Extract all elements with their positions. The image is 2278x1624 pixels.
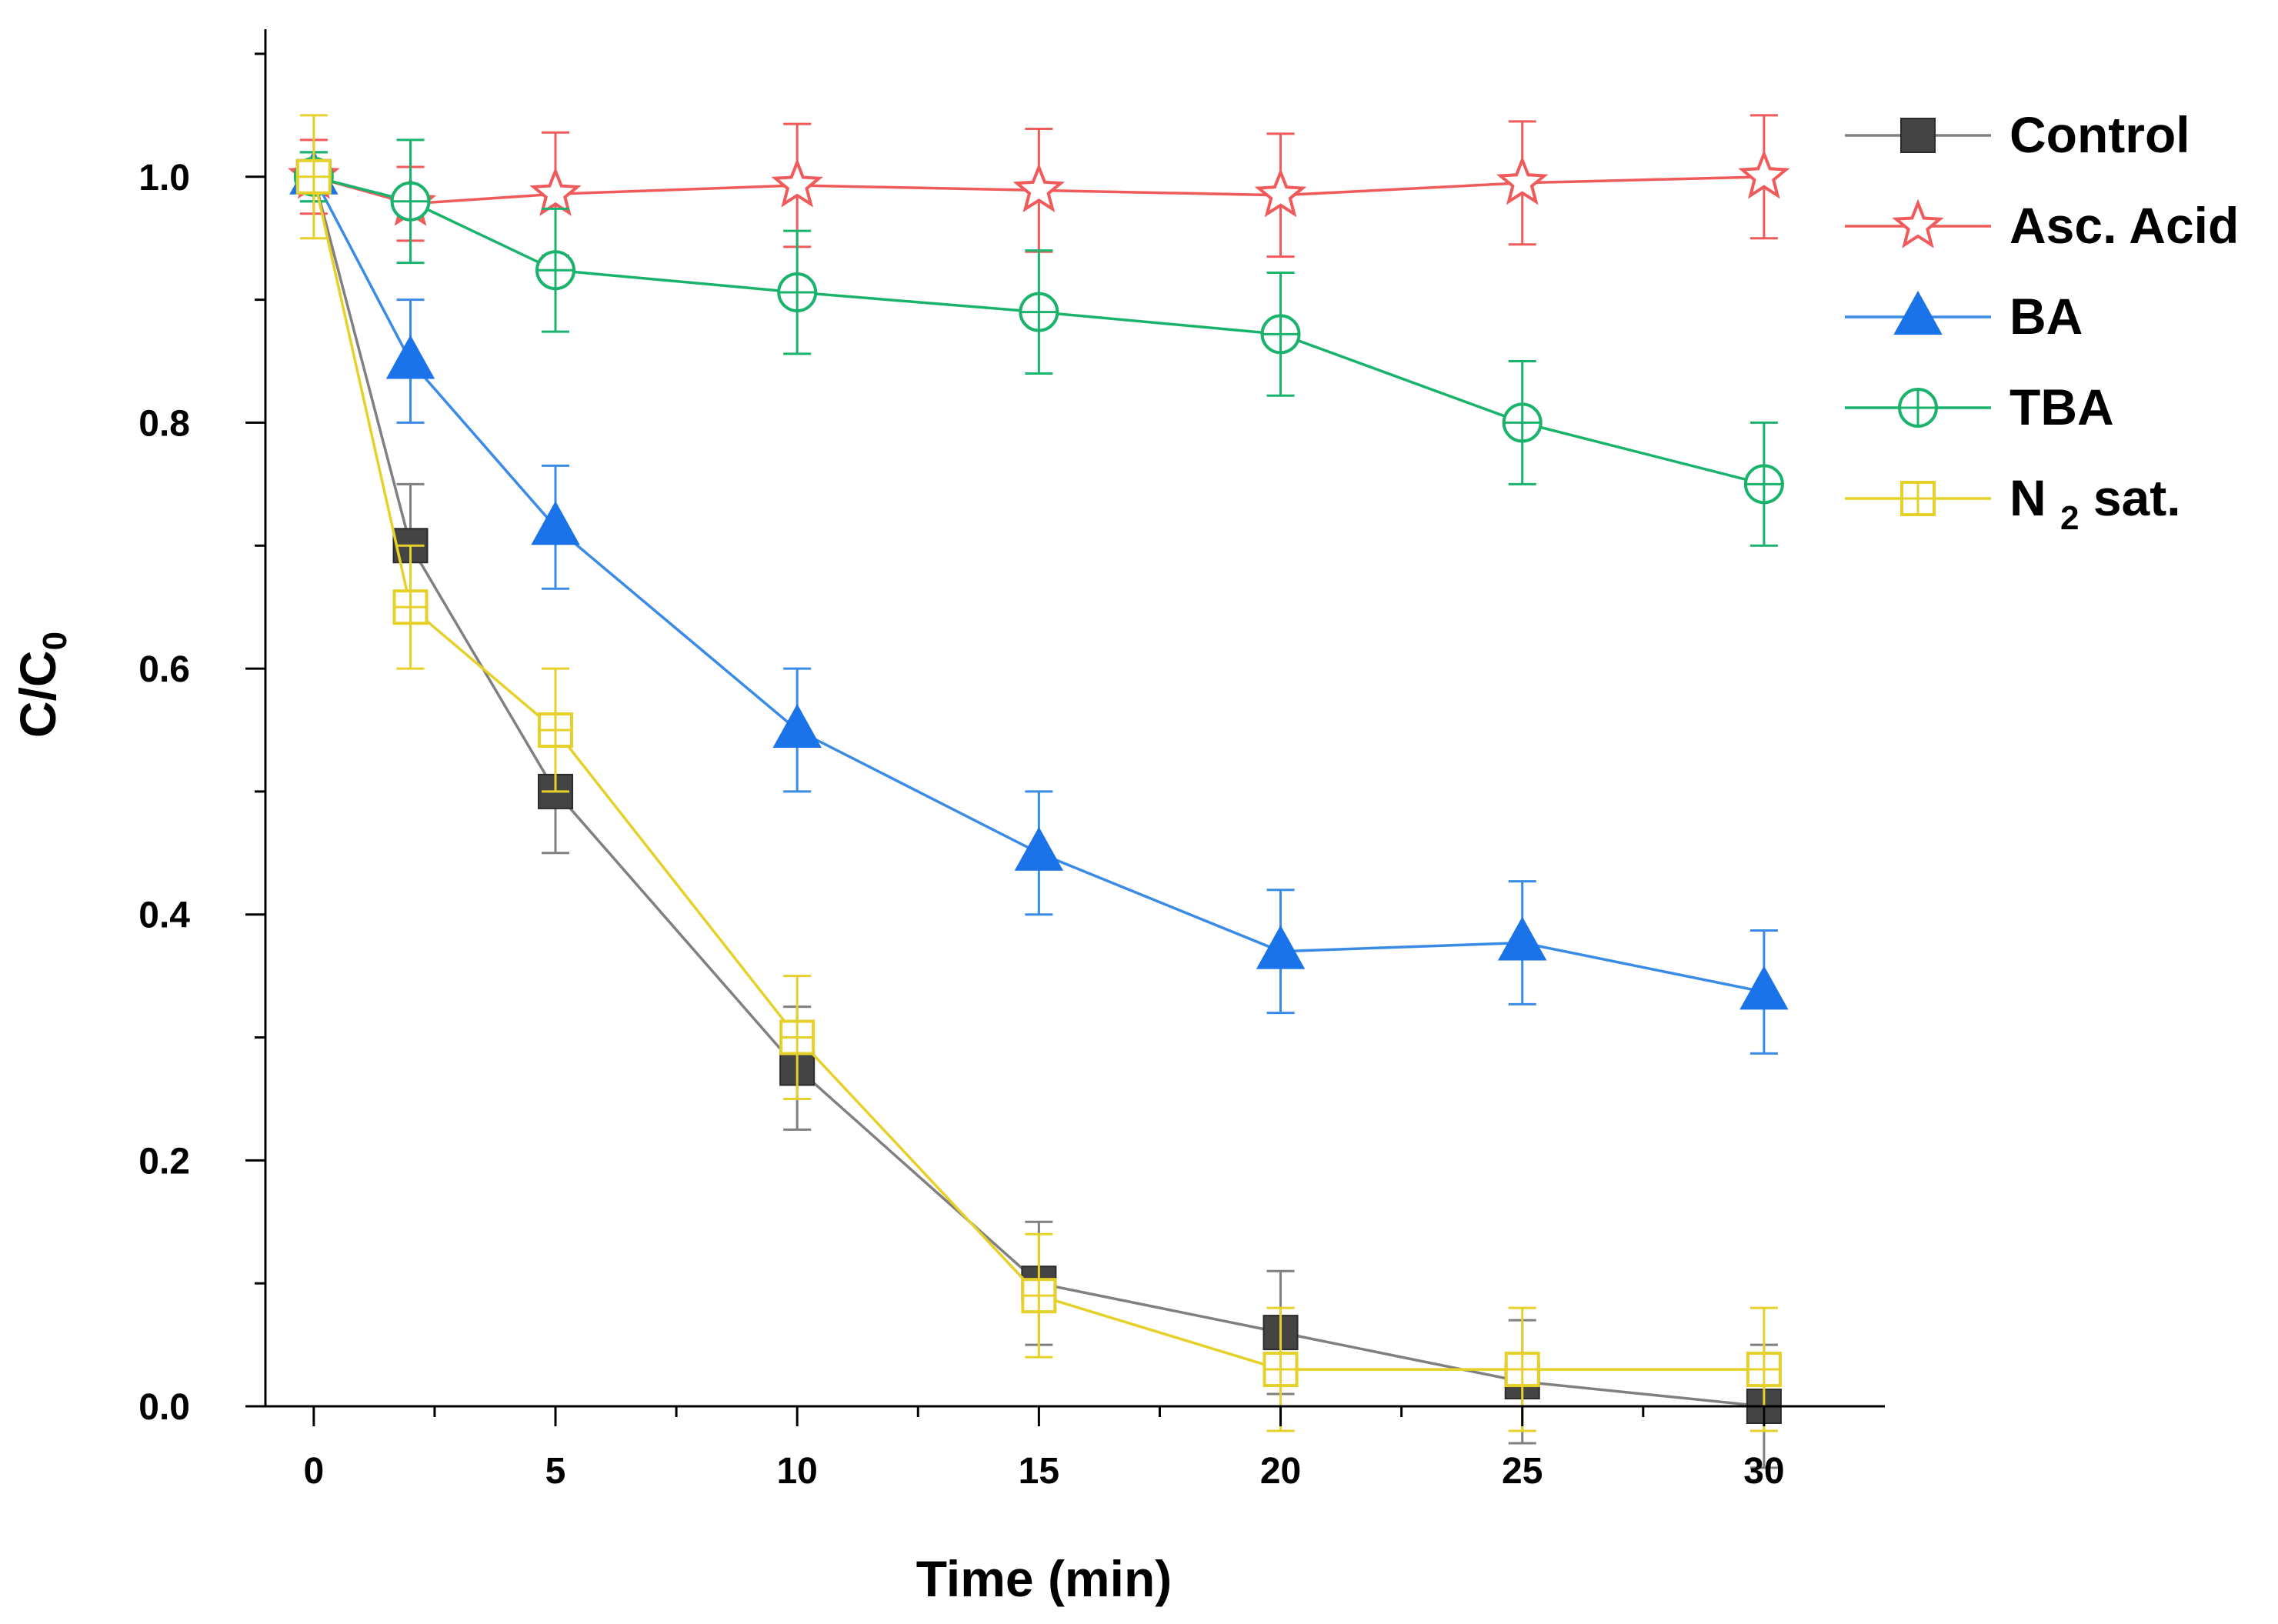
y-tick-label: 0.2 bbox=[138, 1141, 190, 1182]
series-line bbox=[312, 176, 1764, 1371]
data-point bbox=[777, 272, 818, 313]
legend-item: TBA bbox=[1845, 378, 2114, 435]
data-point bbox=[1256, 925, 1306, 969]
data-point bbox=[1019, 292, 1059, 332]
legend-marker bbox=[1900, 481, 1936, 516]
data-point bbox=[1262, 1352, 1299, 1388]
series-n2-sat- bbox=[295, 114, 1782, 1432]
data-point bbox=[1254, 168, 1307, 218]
legend-item: BA bbox=[1845, 288, 2083, 345]
y-axis-title-subscript: 0 bbox=[36, 632, 74, 650]
series-layer bbox=[288, 114, 1790, 1469]
data-point bbox=[295, 158, 332, 195]
data-point bbox=[529, 166, 582, 216]
data-point bbox=[1746, 1352, 1782, 1388]
x-tick-label: 0 bbox=[303, 1451, 324, 1492]
legend-marker bbox=[1893, 290, 1943, 335]
data-point bbox=[779, 1019, 815, 1055]
data-point bbox=[1012, 162, 1066, 213]
series-line bbox=[312, 176, 1765, 1408]
series-line bbox=[313, 175, 1764, 205]
legend-label: BA bbox=[2010, 288, 2083, 345]
legend: Control Asc. Acid BA TBA N 2 sat. bbox=[1845, 106, 2239, 537]
y-tick-label: 0.0 bbox=[138, 1387, 190, 1428]
data-point bbox=[535, 250, 576, 291]
series-ba bbox=[289, 150, 1789, 1055]
axes: 0 5 10 15 20 25 30 0.0 0.2 0.4 0.6 0.8 1.0 bbox=[138, 29, 1885, 1492]
x-tick-label: 20 bbox=[1260, 1451, 1301, 1492]
data-point bbox=[1496, 155, 1549, 205]
x-tick-label: 30 bbox=[1743, 1451, 1784, 1492]
data-point bbox=[1738, 149, 1790, 199]
legend-marker bbox=[1900, 118, 1936, 153]
x-tick-label: 10 bbox=[776, 1451, 817, 1492]
data-point bbox=[1021, 1278, 1057, 1314]
legend-marker bbox=[1892, 198, 1944, 248]
legend-marker bbox=[1898, 388, 1938, 428]
data-point bbox=[771, 158, 823, 208]
y-axis-title-main: C/C bbox=[9, 650, 66, 738]
data-point bbox=[1260, 314, 1301, 355]
data-point bbox=[392, 589, 429, 625]
data-point bbox=[1498, 916, 1547, 961]
data-point bbox=[772, 703, 822, 748]
data-point bbox=[538, 712, 574, 748]
x-tick-label: 25 bbox=[1502, 1451, 1543, 1492]
x-axis-title: Time (min) bbox=[916, 1550, 1172, 1607]
legend-item: Asc. Acid bbox=[1845, 197, 2239, 254]
legend-label: TBA bbox=[2010, 378, 2114, 435]
x-tick-label: 15 bbox=[1019, 1451, 1059, 1492]
y-tick-label: 0.6 bbox=[138, 649, 190, 690]
legend-label: Control bbox=[2010, 106, 2190, 163]
x-tick-label: 5 bbox=[545, 1451, 566, 1492]
legend-item: Control bbox=[1845, 106, 2190, 163]
data-point bbox=[1014, 826, 1064, 871]
data-point bbox=[1743, 464, 1784, 505]
series-line bbox=[312, 175, 1765, 994]
data-point bbox=[390, 181, 431, 222]
y-axis-title: C/C0 bbox=[9, 632, 74, 738]
legend-label: N 2 sat. bbox=[2010, 469, 2181, 537]
data-point bbox=[1504, 1352, 1540, 1388]
data-point bbox=[1739, 965, 1789, 1010]
y-tick-label: 0.4 bbox=[138, 895, 190, 936]
legend-label: Asc. Acid bbox=[2010, 197, 2239, 254]
legend-item: N 2 sat. bbox=[1845, 469, 2181, 537]
data-point bbox=[531, 501, 580, 545]
data-point bbox=[1502, 402, 1543, 443]
data-point bbox=[385, 335, 435, 379]
series-line bbox=[313, 175, 1765, 485]
y-tick-label: 1.0 bbox=[138, 158, 190, 198]
y-tick-label: 0.8 bbox=[138, 403, 190, 444]
